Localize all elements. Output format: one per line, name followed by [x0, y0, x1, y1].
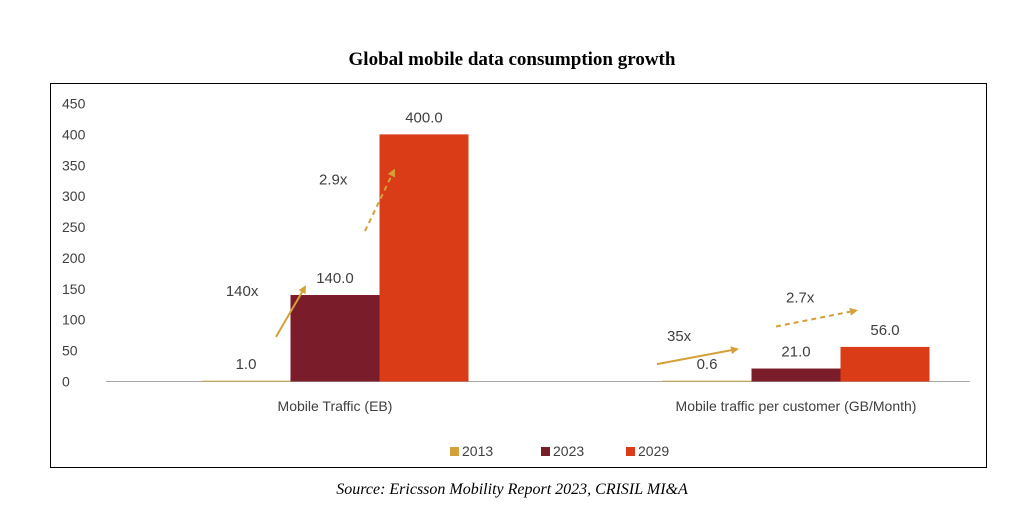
growth-label: 2.9x — [319, 172, 348, 189]
y-tick-label: 450 — [62, 96, 86, 112]
legend-swatch-2013 — [450, 447, 459, 456]
legend-swatch-2029 — [626, 447, 635, 456]
y-tick-label: 50 — [62, 343, 78, 359]
bar-2013-mobile-traffic — [201, 380, 291, 382]
bar-2029-traffic-per-customer — [840, 346, 930, 382]
y-tick-label: 300 — [62, 188, 86, 204]
data-label: 400.0 — [405, 109, 443, 126]
data-label: 1.0 — [236, 356, 257, 373]
category-label: Mobile Traffic (EB) — [278, 398, 393, 414]
y-tick-label: 400 — [62, 126, 86, 142]
y-tick-label: 0 — [62, 374, 70, 390]
bar-2023-traffic-per-customer — [751, 368, 841, 382]
growth-arrow — [656, 346, 739, 366]
y-tick-label: 100 — [62, 312, 86, 328]
growth-arrow — [775, 307, 858, 328]
data-label: 21.0 — [781, 344, 810, 361]
data-label: 0.6 — [697, 356, 718, 373]
legend-label-2029: 2029 — [638, 443, 669, 459]
y-tick-label: 200 — [62, 250, 86, 266]
chart-title: Global mobile data consumption growth — [348, 49, 676, 70]
y-tick-label: 250 — [62, 219, 86, 235]
data-label: 140.0 — [316, 270, 354, 287]
y-tick-label: 350 — [62, 157, 86, 173]
data-label: 56.0 — [870, 322, 899, 339]
legend-label-2013: 2013 — [462, 443, 493, 459]
growth-label: 2.7x — [786, 290, 815, 307]
growth-label: 140x — [226, 283, 259, 300]
legend-label-2023: 2023 — [553, 443, 584, 459]
source-note: Source: Ericsson Mobility Report 2023, C… — [336, 481, 688, 498]
bar-2023-mobile-traffic — [290, 295, 380, 382]
growth-arrow — [364, 168, 396, 232]
y-tick-label: 150 — [62, 281, 86, 297]
chart-frame — [50, 83, 987, 468]
bar-2013-traffic-per-customer — [662, 380, 752, 382]
growth-arrow — [275, 285, 307, 338]
growth-label: 35x — [667, 328, 692, 345]
category-label: Mobile traffic per customer (GB/Month) — [676, 398, 917, 414]
legend-swatch-2023 — [541, 447, 550, 456]
